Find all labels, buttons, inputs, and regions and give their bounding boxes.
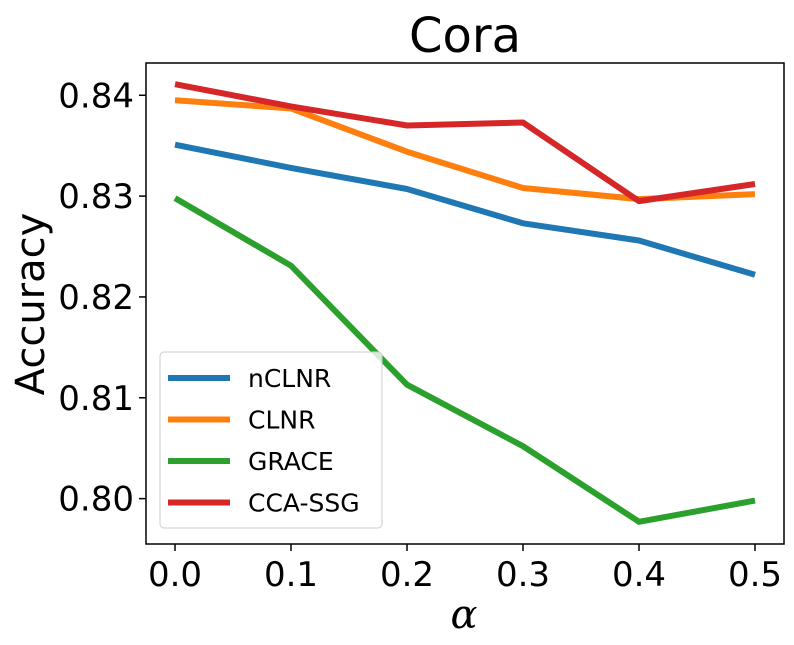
y-tick-label: 0.84 bbox=[58, 76, 134, 116]
legend-label: CCA-SSG bbox=[248, 489, 360, 518]
legend-label: CLNR bbox=[248, 406, 315, 435]
x-axis-label: α bbox=[450, 592, 477, 638]
y-tick-label: 0.82 bbox=[58, 278, 134, 318]
legend-label: GRACE bbox=[248, 447, 334, 476]
series-layer bbox=[173, 81, 756, 525]
x-tick-label: 0.5 bbox=[728, 555, 782, 595]
y-tick-label: 0.81 bbox=[58, 379, 134, 419]
x-tick-label: 0.1 bbox=[264, 555, 318, 595]
series-line-cca-ssg bbox=[174, 81, 756, 205]
x-tick-label: 0.4 bbox=[612, 555, 666, 595]
legend: nCLNR CLNR GRACE CCA-SSG bbox=[159, 351, 383, 529]
chart-title: Cora bbox=[409, 8, 521, 64]
series-line-nclnr bbox=[174, 141, 756, 278]
legend-entries: nCLNR CLNR GRACE CCA-SSG bbox=[168, 364, 360, 518]
y-tick-label: 0.83 bbox=[58, 177, 134, 217]
legend-frame bbox=[159, 351, 383, 529]
x-tick-label: 0.2 bbox=[380, 555, 434, 595]
y-axis-label: Accuracy bbox=[8, 213, 54, 396]
legend-label: nCLNR bbox=[248, 364, 331, 393]
y-tick-label: 0.80 bbox=[58, 480, 134, 520]
series-line-clnr bbox=[174, 97, 756, 203]
x-tick-label: 0.3 bbox=[496, 555, 550, 595]
x-tick-label: 0.0 bbox=[148, 555, 202, 595]
plot-frame bbox=[145, 62, 785, 545]
ticks-layer: 0.0 0.1 0.2 0.3 0.4 0.5 0.80 0.81 0.82 0.83 0.84 bbox=[58, 76, 782, 595]
series-line-grace bbox=[173, 195, 756, 525]
